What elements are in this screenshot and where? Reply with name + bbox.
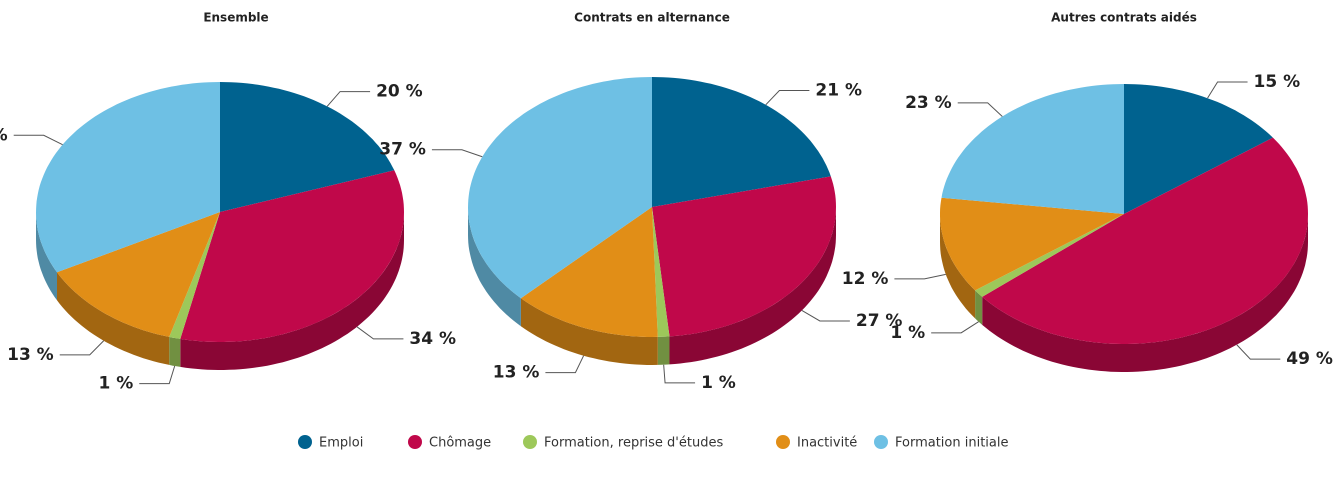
chart-title: Autres contrats aidés bbox=[1051, 11, 1197, 25]
leader-line bbox=[1207, 81, 1248, 99]
legend-label: Formation, reprise d'études bbox=[544, 436, 723, 451]
data-label: 12 % bbox=[842, 269, 889, 289]
data-label: 20 % bbox=[376, 82, 423, 102]
slice-side bbox=[669, 207, 836, 365]
slice bbox=[982, 137, 1308, 344]
leader-line bbox=[139, 365, 176, 385]
legend-label: Chômage bbox=[429, 436, 491, 451]
legend-swatch bbox=[523, 435, 537, 449]
data-label: 13 % bbox=[493, 363, 540, 383]
leader-line bbox=[957, 102, 1003, 117]
data-label: 37 % bbox=[379, 140, 426, 160]
leader-line bbox=[545, 355, 585, 374]
slice bbox=[940, 197, 1124, 291]
legend-label: Formation initiale bbox=[895, 436, 1009, 451]
slice-side bbox=[57, 272, 170, 365]
leader-line bbox=[663, 364, 696, 384]
legend-label: Inactivité bbox=[797, 436, 857, 451]
leader-line bbox=[801, 309, 850, 322]
slice bbox=[652, 176, 836, 337]
data-label: 27 % bbox=[856, 311, 903, 331]
slice bbox=[1124, 84, 1273, 214]
chart-title: Ensemble bbox=[203, 11, 268, 25]
slice bbox=[975, 214, 1124, 297]
chart-title: Contrats en alternance bbox=[574, 11, 730, 25]
slice-side bbox=[940, 214, 976, 319]
leader-line bbox=[431, 149, 483, 158]
slice-side bbox=[520, 298, 658, 365]
leader-line bbox=[1236, 344, 1281, 360]
leader-line bbox=[59, 340, 105, 356]
slice bbox=[941, 84, 1124, 214]
slice bbox=[169, 212, 220, 339]
slice-side bbox=[36, 212, 57, 301]
slice-side bbox=[975, 290, 983, 325]
data-label: 1 % bbox=[98, 374, 133, 394]
slice bbox=[220, 82, 395, 212]
data-label: 23 % bbox=[905, 93, 952, 113]
legend-label: Emploi bbox=[319, 436, 363, 451]
leader-line bbox=[356, 326, 404, 340]
leader-line bbox=[765, 90, 810, 106]
slice-side bbox=[180, 212, 404, 370]
slice-side bbox=[982, 214, 1308, 372]
legend-swatch bbox=[298, 435, 312, 449]
data-label: 49 % bbox=[1286, 349, 1333, 369]
slice bbox=[57, 212, 220, 337]
data-label: 13 % bbox=[7, 345, 54, 365]
slice bbox=[652, 77, 831, 207]
slice-side bbox=[468, 207, 521, 327]
legend-swatch bbox=[776, 435, 790, 449]
leader-line bbox=[326, 91, 371, 107]
legend-swatch bbox=[408, 435, 422, 449]
slice-side bbox=[169, 336, 181, 367]
slice bbox=[652, 207, 670, 337]
data-label: 34 % bbox=[409, 329, 456, 349]
data-label: 33 % bbox=[0, 125, 8, 145]
slice bbox=[180, 170, 404, 342]
legend-swatch bbox=[874, 435, 888, 449]
leader-line bbox=[13, 134, 63, 146]
slice bbox=[36, 82, 220, 273]
data-label: 15 % bbox=[1254, 72, 1301, 92]
leader-line bbox=[894, 273, 946, 280]
slice-side bbox=[657, 336, 670, 365]
data-label: 1 % bbox=[701, 373, 736, 393]
slice bbox=[468, 77, 652, 299]
data-label: 21 % bbox=[815, 81, 862, 101]
slice bbox=[520, 207, 658, 337]
data-label: 1 % bbox=[890, 323, 925, 343]
leader-line bbox=[931, 321, 979, 334]
